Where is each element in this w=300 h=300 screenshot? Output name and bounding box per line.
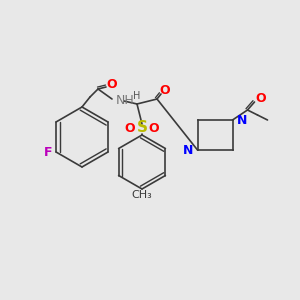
- Text: F: F: [44, 146, 52, 158]
- Text: O: O: [149, 122, 159, 134]
- Text: H: H: [133, 91, 141, 101]
- Text: N: N: [183, 143, 194, 157]
- Text: N: N: [236, 113, 247, 127]
- Text: O: O: [107, 79, 117, 92]
- Text: S: S: [136, 121, 148, 136]
- Text: O: O: [255, 92, 266, 104]
- Text: O: O: [125, 122, 135, 134]
- Text: O: O: [160, 83, 170, 97]
- Text: CH₃: CH₃: [132, 190, 152, 200]
- Text: NH: NH: [116, 94, 135, 107]
